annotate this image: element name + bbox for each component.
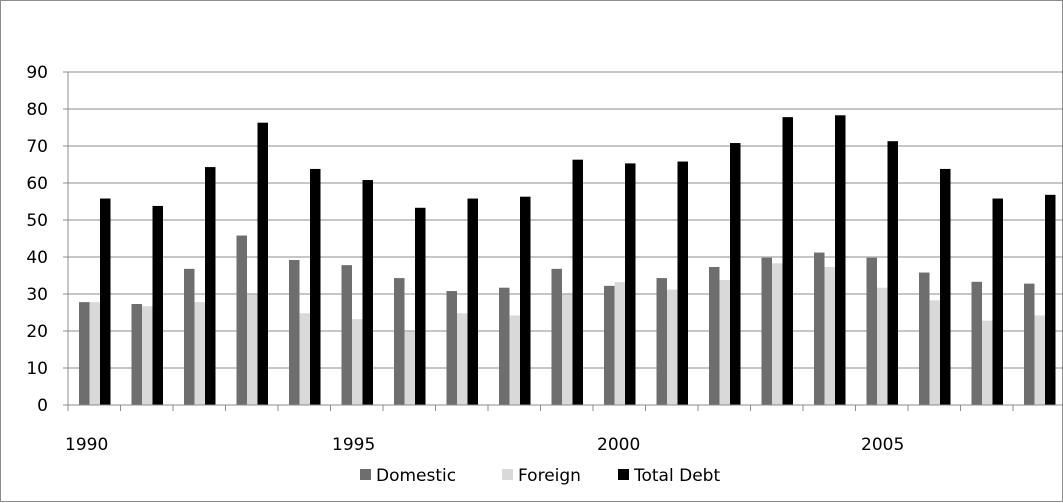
x-tick-label-2000: 2000 xyxy=(597,435,640,455)
bar-total-debt-1991 xyxy=(152,205,163,405)
y-tick-label-50: 50 xyxy=(26,211,48,231)
bar-total-debt-2006 xyxy=(940,168,951,405)
bar-total-debt-2000 xyxy=(625,163,636,405)
bar-domestic-1994 xyxy=(289,259,300,405)
bar-total-debt-1996 xyxy=(415,207,426,405)
bar-domestic-1999 xyxy=(551,268,562,405)
y-tick-labels: 0 10 20 30 40 50 60 70 80 90 xyxy=(26,63,48,416)
bar-domestic-1997 xyxy=(446,291,457,405)
bar-total-debt-2007 xyxy=(992,198,1003,405)
bar-foreign-1995 xyxy=(352,319,363,405)
bar-total-debt-1997 xyxy=(467,198,478,405)
legend-swatch-total-debt xyxy=(618,469,629,480)
bar-foreign-2000 xyxy=(614,282,625,405)
bar-domestic-2000 xyxy=(604,285,615,405)
bar-foreign-1996 xyxy=(404,331,415,405)
bar-foreign-1990 xyxy=(89,302,100,405)
bar-total-debt-1990 xyxy=(100,198,111,405)
bar-foreign-2002 xyxy=(719,279,730,405)
bar-foreign-1991 xyxy=(142,306,153,405)
bar-domestic-1996 xyxy=(394,278,405,405)
bar-total-debt-1993 xyxy=(257,122,268,405)
bar-total-debt-1995 xyxy=(362,180,373,405)
bar-domestic-2002 xyxy=(709,266,720,405)
bars xyxy=(79,115,1056,406)
legend-label-domestic: Domestic xyxy=(376,466,456,486)
y-tick-label-60: 60 xyxy=(26,174,48,194)
bar-domestic-2007 xyxy=(971,281,982,405)
axes xyxy=(63,71,1063,411)
bar-domestic-1998 xyxy=(499,287,510,405)
bar-total-debt-2002 xyxy=(730,143,741,406)
x-tick-label-2005: 2005 xyxy=(861,435,904,455)
legend-swatch-foreign xyxy=(502,469,513,480)
bar-foreign-2008 xyxy=(1034,315,1045,405)
bar-total-debt-2005 xyxy=(887,141,898,405)
bar-total-debt-1998 xyxy=(520,196,531,405)
bar-foreign-2005 xyxy=(877,287,888,405)
bar-foreign-1994 xyxy=(299,313,310,405)
bar-domestic-2006 xyxy=(919,272,930,405)
bar-foreign-2007 xyxy=(982,320,993,405)
bar-total-debt-2008 xyxy=(1045,194,1056,405)
y-tick-label-90: 90 xyxy=(26,63,48,83)
legend-label-foreign: Foreign xyxy=(518,466,581,486)
bar-foreign-1992 xyxy=(194,302,205,405)
y-tick-label-30: 30 xyxy=(26,285,48,305)
legend-swatch-domestic xyxy=(360,469,371,480)
bar-foreign-2003 xyxy=(772,263,783,405)
y-tick-label-0: 0 xyxy=(37,396,48,416)
bar-foreign-1998 xyxy=(509,315,520,405)
bar-foreign-2006 xyxy=(929,300,940,405)
bar-domestic-1991 xyxy=(131,303,142,405)
y-tick-label-10: 10 xyxy=(26,359,48,379)
bar-foreign-1997 xyxy=(457,313,468,405)
bar-foreign-1993 xyxy=(247,294,258,405)
gridlines xyxy=(68,71,1063,369)
bar-domestic-1990 xyxy=(79,302,90,405)
bar-domestic-2004 xyxy=(814,252,825,405)
y-tick-label-80: 80 xyxy=(26,100,48,120)
bar-total-debt-2001 xyxy=(677,161,688,405)
y-tick-label-20: 20 xyxy=(26,322,48,342)
bar-total-debt-2004 xyxy=(835,115,846,405)
x-tick-label-1990: 1990 xyxy=(65,435,108,455)
bar-total-debt-1992 xyxy=(205,167,216,405)
legend: Domestic Foreign Total Debt xyxy=(360,466,720,486)
bar-foreign-1999 xyxy=(562,294,573,405)
bar-domestic-2001 xyxy=(656,278,667,405)
bar-total-debt-1994 xyxy=(310,168,321,405)
bar-domestic-2005 xyxy=(866,257,877,405)
bar-domestic-1995 xyxy=(341,265,352,405)
x-tick-labels: 1990 1995 2000 2005 xyxy=(65,435,904,455)
bar-foreign-2001 xyxy=(667,289,678,405)
y-tick-label-70: 70 xyxy=(26,137,48,157)
bar-domestic-2003 xyxy=(761,257,772,405)
bar-foreign-2004 xyxy=(824,266,835,405)
legend-label-total-debt: Total Debt xyxy=(633,466,720,486)
bar-domestic-2008 xyxy=(1024,283,1035,405)
y-tick-label-40: 40 xyxy=(26,248,48,268)
bar-total-debt-2003 xyxy=(782,117,793,405)
x-tick-label-1995: 1995 xyxy=(332,435,375,455)
bar-domestic-1993 xyxy=(236,235,247,405)
bar-total-debt-1999 xyxy=(572,159,583,405)
bar-domestic-1992 xyxy=(184,268,195,405)
